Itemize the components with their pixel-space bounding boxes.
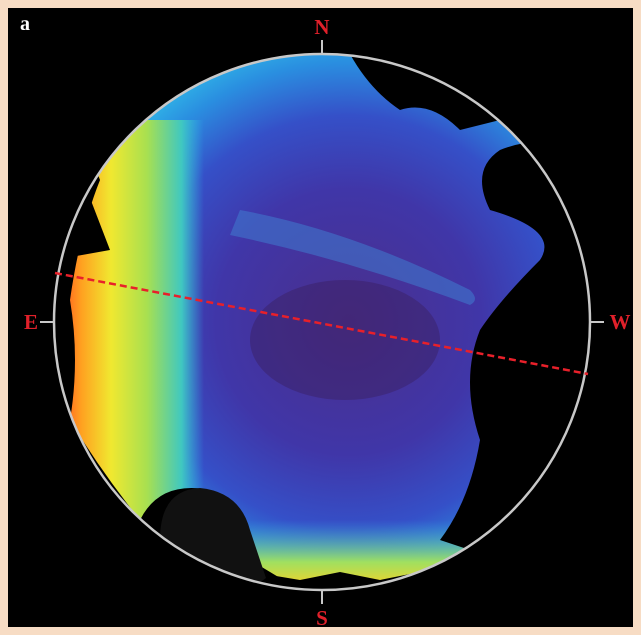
figure: a N S E W — [0, 0, 641, 635]
page: a N S E W (() => { const data = JSON.par… — [0, 0, 641, 635]
zenith-dark — [250, 280, 440, 400]
compass-east: E — [24, 310, 38, 334]
compass-south: S — [316, 606, 328, 630]
compass-west: W — [610, 310, 631, 334]
panel-label: a — [20, 13, 30, 35]
all-sky-image — [54, 54, 590, 590]
compass-north: N — [314, 15, 329, 39]
